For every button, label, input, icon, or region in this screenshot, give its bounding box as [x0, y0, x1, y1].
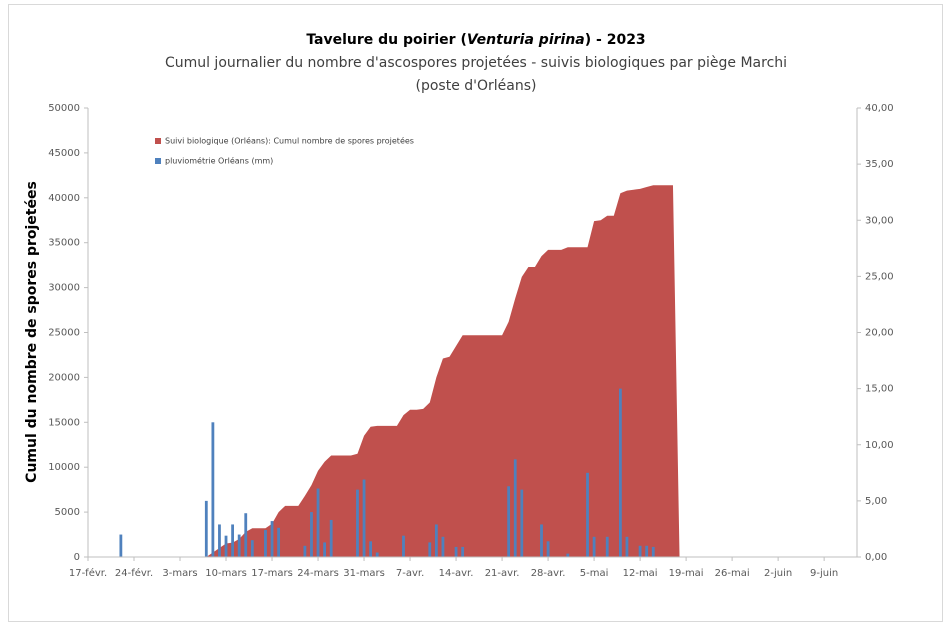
x-tick-label: 24-mars: [297, 568, 339, 579]
x-tick-label: 9-juin: [810, 568, 838, 579]
bar: [356, 489, 359, 557]
bar: [645, 545, 649, 557]
bar: [237, 534, 241, 557]
bar: [369, 541, 373, 557]
x-tick-label: 28-avr.: [531, 568, 566, 579]
x-tick-label: 17-mars: [251, 568, 293, 579]
bar: [592, 536, 596, 557]
chart-title: Tavelure du poirier (Venturia pirina) - …: [306, 32, 645, 48]
x-tick-label: 7-avr.: [396, 568, 424, 579]
x-tick-label: 12-mai: [623, 568, 658, 579]
y-tick-label: 40000: [48, 193, 80, 204]
legend-label: pluviométrie Orléans (mm): [165, 156, 273, 166]
y-axis-label: Cumul du nombre de spores projetées: [24, 181, 40, 483]
y-tick-label: 45000: [48, 148, 80, 159]
x-tick-label: 26-mai: [715, 568, 750, 579]
bar: [454, 546, 458, 557]
bar: [638, 545, 642, 557]
y-tick-label: 10000: [48, 462, 80, 473]
bar: [441, 536, 445, 557]
bar: [231, 524, 234, 557]
title-part: Tavelure du poirier (: [306, 32, 467, 48]
bar: [362, 479, 366, 557]
bar: [540, 524, 543, 557]
bar: [461, 546, 465, 557]
bar: [218, 524, 221, 557]
y-tick-label: 50000: [48, 103, 80, 114]
bar: [270, 521, 274, 557]
x-tick-label: 2-juin: [764, 568, 792, 579]
x-tick-label: 31-mars: [343, 568, 385, 579]
bar: [211, 422, 215, 557]
bar: [277, 527, 281, 557]
bar: [586, 472, 589, 557]
chart-subtitle: Cumul journalier du nombre d'ascospores …: [165, 55, 787, 71]
bar: [250, 540, 254, 557]
y2-tick-label: 15,00: [865, 384, 894, 395]
bar: [119, 534, 123, 557]
bar: [605, 536, 609, 557]
y2-tick-label: 5,00: [865, 496, 887, 507]
y-tick-label: 0: [74, 552, 80, 563]
legend-label: Suivi biologique (Orléans): Cumul nombre…: [165, 136, 414, 146]
y-tick-label: 30000: [48, 283, 80, 294]
bar: [546, 541, 550, 557]
x-tick-label: 3-mars: [162, 568, 197, 579]
bar: [316, 488, 320, 557]
x-tick-label: 14-avr.: [439, 568, 474, 579]
bar: [244, 513, 248, 557]
bar: [303, 545, 307, 557]
bar: [434, 524, 438, 557]
y-tick-label: 20000: [48, 372, 80, 383]
x-tick-label: 5-mai: [580, 568, 609, 579]
bar: [618, 388, 622, 557]
y-tick-label: 15000: [48, 417, 80, 428]
y-tick-label: 35000: [48, 238, 80, 249]
bar: [402, 535, 405, 557]
bar: [224, 535, 228, 557]
title-part: Venturia pirina: [467, 32, 585, 48]
area: [206, 185, 680, 557]
bar: [323, 542, 327, 557]
bar: [264, 530, 267, 557]
y2-tick-label: 25,00: [865, 271, 894, 282]
bar: [204, 500, 208, 557]
bar: [625, 536, 629, 557]
x-tick-label: 17-févr.: [69, 567, 107, 579]
y2-tick-label: 35,00: [865, 159, 894, 170]
bar: [329, 519, 333, 557]
chart-subtitle: (poste d'Orléans): [416, 78, 537, 94]
x-tick-label: 21-avr.: [485, 568, 520, 579]
y-tick-label: 25000: [48, 328, 80, 339]
bar: [513, 459, 517, 557]
bar: [651, 546, 655, 557]
y2-tick-label: 20,00: [865, 328, 894, 339]
y-tick-label: 5000: [55, 507, 80, 518]
x-tick-label: 19-mai: [669, 568, 704, 579]
legend-swatch: [155, 138, 161, 144]
legend-swatch: [155, 158, 161, 164]
bar: [507, 486, 511, 557]
y2-tick-label: 10,00: [865, 440, 894, 451]
bar: [375, 552, 379, 557]
x-tick-label: 10-mars: [205, 568, 247, 579]
bar: [566, 553, 570, 557]
y2-tick-label: 0,00: [865, 552, 887, 563]
bar: [428, 542, 432, 557]
bar: [310, 512, 313, 557]
y2-tick-label: 40,00: [865, 103, 894, 114]
y2-tick-label: 30,00: [865, 215, 894, 226]
x-tick-label: 24-févr.: [115, 567, 153, 579]
title-part: ) - 2023: [585, 32, 646, 48]
bar: [520, 489, 524, 557]
